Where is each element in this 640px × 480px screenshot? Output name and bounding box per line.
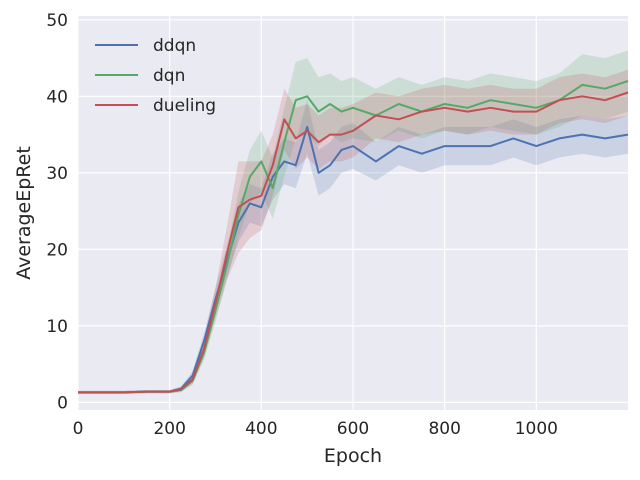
x-tick-label: 1000: [515, 419, 558, 439]
y-tick-label: 10: [46, 317, 68, 337]
y-tick-label: 30: [46, 164, 68, 184]
dueling-legend-label: dueling: [153, 96, 216, 116]
x-tick-label: 600: [337, 419, 369, 439]
legend: ddqn dqn dueling: [95, 36, 216, 116]
y-tick-labels: 0 10 20 30 40 50: [46, 11, 68, 414]
y-tick-label: 0: [57, 393, 68, 413]
x-axis-label: Epoch: [324, 445, 382, 467]
series-lines: [78, 80, 629, 394]
y-tick-label: 50: [46, 11, 68, 31]
ddqn-legend-label: ddqn: [153, 36, 196, 56]
dqn-legend-label: dqn: [153, 66, 185, 86]
x-tick-label: 0: [73, 419, 84, 439]
y-tick-label: 20: [46, 240, 68, 260]
y-tick-label: 40: [46, 87, 68, 107]
ddqn-band: [78, 100, 628, 394]
dueling-line: [78, 91, 629, 394]
ddqn-line: [78, 125, 629, 394]
gridlines: [77, 16, 628, 410]
x-tick-labels: 0 200 400 600 800 1000: [73, 419, 558, 439]
x-tick-label: 800: [428, 419, 460, 439]
x-tick-label: 200: [153, 419, 185, 439]
x-tick-label: 400: [245, 419, 277, 439]
y-axis-label: AverageEpRet: [13, 146, 35, 280]
